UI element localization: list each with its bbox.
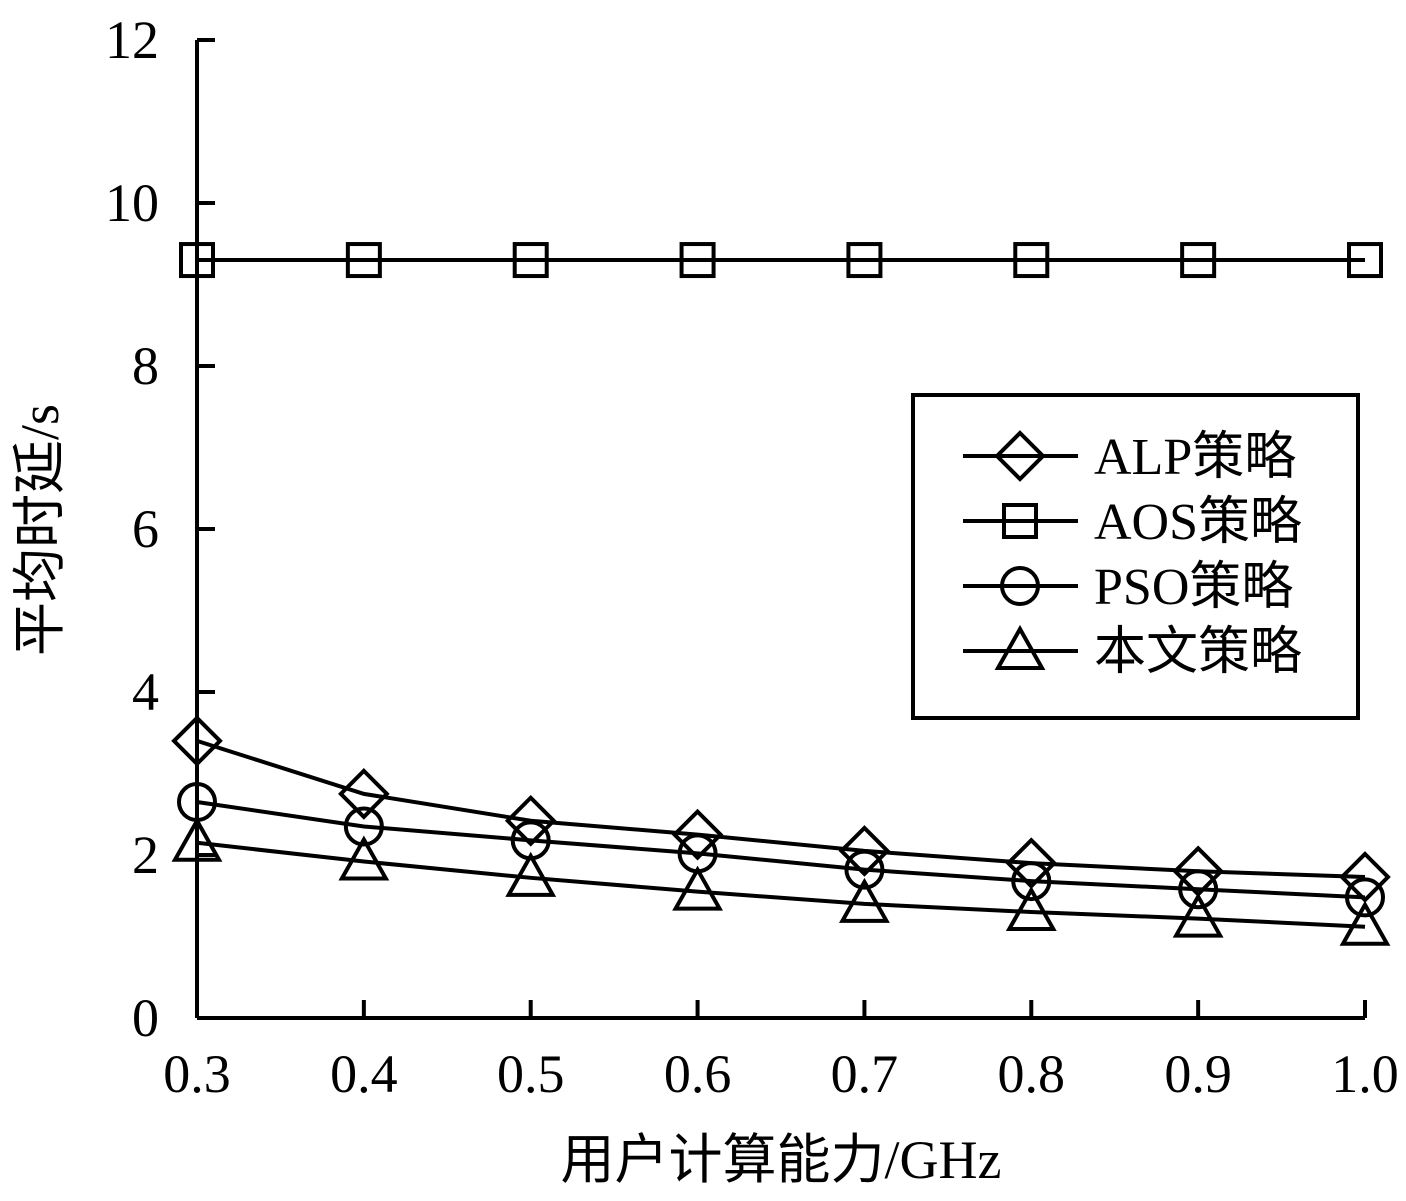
data-point-square xyxy=(179,242,215,279)
data-point-diamond xyxy=(504,794,557,847)
legend-box xyxy=(911,393,1360,720)
y-tick-label: 8 xyxy=(132,336,159,396)
y-tick-label: 12 xyxy=(105,10,159,70)
y-tick-label: 2 xyxy=(132,825,159,885)
legend-label: AOS策略 xyxy=(1094,494,1302,551)
data-point-circle xyxy=(343,806,384,847)
data-point-diamond xyxy=(1339,851,1391,903)
legend-label: 本文策略 xyxy=(1094,624,1302,681)
data-point-triangle xyxy=(338,835,390,881)
data-point-triangle xyxy=(1339,900,1391,946)
series-line xyxy=(196,800,1366,900)
series-2 xyxy=(177,782,1385,918)
series-line xyxy=(196,840,1366,929)
legend-label: PSO策略 xyxy=(1094,559,1293,616)
x-tick-label: 0.8 xyxy=(998,1044,1066,1104)
x-tick-label: 1.0 xyxy=(1331,1044,1399,1104)
y-tick-label: 0 xyxy=(132,988,159,1048)
legend-label: ALP策略 xyxy=(1094,429,1296,486)
data-point-circle xyxy=(844,849,885,890)
y-tick-label: 10 xyxy=(105,173,159,233)
x-tick-label: 0.6 xyxy=(664,1044,732,1104)
series-1 xyxy=(179,242,1383,279)
x-tick-label: 0.9 xyxy=(1164,1044,1232,1104)
legend-marker-circle xyxy=(1000,566,1040,606)
data-point-square xyxy=(679,242,716,279)
data-point-square xyxy=(1013,242,1050,279)
data-point-triangle xyxy=(839,877,890,923)
series-3 xyxy=(171,816,1391,946)
series-line xyxy=(196,738,1366,880)
x-tick-label: 0.3 xyxy=(163,1044,231,1104)
data-point-circle xyxy=(1011,861,1052,902)
data-point-diamond xyxy=(671,808,724,861)
data-point-square xyxy=(512,242,549,279)
legend-marker-square xyxy=(1002,503,1038,539)
data-point-square xyxy=(345,242,382,279)
data-point-triangle xyxy=(1005,885,1057,932)
x-tick-label: 0.5 xyxy=(497,1044,565,1104)
data-point-square xyxy=(1180,242,1217,279)
y-axis-label: 平均时延/s xyxy=(10,404,70,656)
data-point-diamond xyxy=(338,768,390,820)
x-axis-label: 用户计算能力/GHz xyxy=(561,1130,1002,1190)
data-point-square xyxy=(1347,242,1383,279)
y-tick-label: 4 xyxy=(132,662,159,722)
data-point-diamond xyxy=(171,715,223,767)
data-point-triangle xyxy=(505,851,557,897)
data-point-triangle xyxy=(171,816,223,862)
x-tick-label: 0.7 xyxy=(831,1044,899,1104)
data-point-diamond xyxy=(838,825,891,877)
legend-marker-triangle xyxy=(994,624,1046,670)
data-point-circle xyxy=(1345,877,1385,918)
data-point-triangle xyxy=(1172,892,1224,938)
data-point-circle xyxy=(1178,869,1219,910)
data-point-triangle xyxy=(672,865,723,911)
legend-marker-diamond xyxy=(994,430,1046,482)
x-tick-label: 0.4 xyxy=(330,1044,398,1104)
y-tick-label: 6 xyxy=(132,499,159,559)
data-point-square xyxy=(846,242,883,279)
